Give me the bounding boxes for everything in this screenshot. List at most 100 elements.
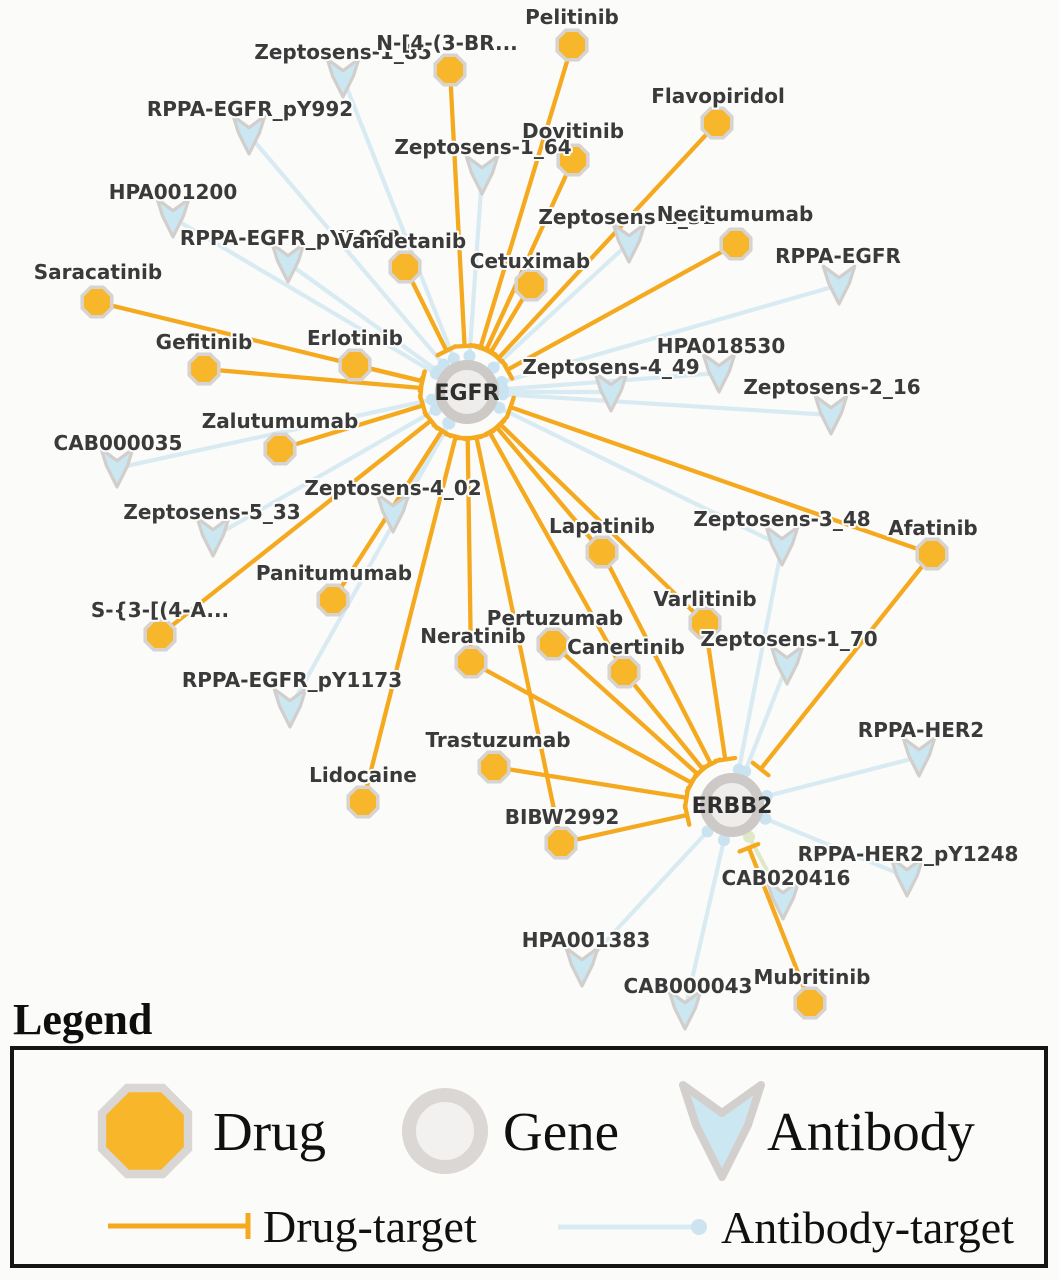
antibody-node-hpa001200 bbox=[155, 197, 191, 239]
antibody-label-hpa018530: HPA018530 bbox=[657, 334, 786, 358]
drug-label-necitumumab: Necitumumab bbox=[657, 202, 814, 226]
antibody-label-rppa-egfr-py1173: RPPA-EGFR_pY1173 bbox=[182, 668, 402, 692]
drug-label-n-4-3-br: N-[4-(3-BR... bbox=[376, 31, 518, 55]
gene-label-egfr: EGFR bbox=[434, 381, 499, 406]
nodes-layer bbox=[80, 28, 949, 1031]
drug-node-dovitinib bbox=[556, 143, 590, 177]
labels-layer: Zeptosens-1_85 RPPA-EGFR_pY992 HPA001200 RP… bbox=[32, 3, 1021, 1000]
drug-label-mubritinib: Mubritinib bbox=[753, 965, 870, 989]
drug-label-flavopiridol: Flavopiridol bbox=[651, 84, 785, 108]
antibody-node-cab020416 bbox=[765, 879, 801, 921]
antibody-node-hpa001383 bbox=[564, 946, 600, 988]
legend-antibody-label: Antibody bbox=[767, 1101, 975, 1162]
antibody-label-zeptosens-2-16: Zeptosens-2_16 bbox=[743, 375, 920, 399]
antibody-node-cab000035 bbox=[99, 447, 135, 489]
drug-label-vandetanib: Vandetanib bbox=[338, 229, 466, 253]
drug-target-edge-pertuzumab bbox=[551, 642, 707, 784]
antibody-target-edge-zeptosens-3-48 bbox=[493, 401, 783, 548]
drug-node-necitumumab bbox=[719, 227, 753, 261]
gene-symbol bbox=[402, 1088, 488, 1174]
antibody-node-zeptosens-4-49 bbox=[593, 371, 629, 413]
drug-label-varlitinib: Varlitinib bbox=[653, 587, 756, 611]
antibody-label-rppa-egfr-py1068: RPPA-EGFR_pY1068 bbox=[180, 226, 400, 250]
antibody-label-rppa-egfr-py992: RPPA-EGFR_pY992 bbox=[147, 97, 353, 121]
drug-label-neratinib: Neratinib bbox=[420, 624, 526, 648]
drug-label-gefitinib: Gefitinib bbox=[156, 330, 253, 354]
antibody-node-rppa-her2 bbox=[901, 736, 937, 778]
drug-label-lidocaine: Lidocaine bbox=[309, 763, 417, 787]
legend: Legend Drug Gene Antibody Drug-target bbox=[10, 995, 1048, 1268]
drug-node-saracatinib bbox=[80, 285, 114, 319]
antibody-node-rppa-her2-py1248 bbox=[889, 856, 925, 898]
antibody-label-rppa-her2: RPPA-HER2 bbox=[858, 718, 984, 742]
drug-target-edge-n-4-3-br bbox=[447, 69, 477, 349]
drug-label-panitumumab: Panitumumab bbox=[256, 561, 412, 585]
drug-node-vandetanib bbox=[388, 250, 422, 284]
antibody-label-zeptosens-3-48: Zeptosens-3_48 bbox=[693, 507, 870, 531]
drug-target-edge-s-3-4-a bbox=[158, 410, 440, 637]
antibody-label-cab000035: CAB000035 bbox=[54, 431, 183, 455]
drug-target-edge-trastuzumab bbox=[493, 764, 691, 810]
drug-node-bibw2992 bbox=[544, 826, 578, 860]
drug-target-line bbox=[108, 1213, 251, 1239]
antibody-node-hpa018530 bbox=[701, 352, 737, 394]
gene-node-egfr bbox=[435, 360, 499, 424]
drug-target-edge-varlitinib bbox=[702, 622, 738, 764]
antibody-label-zeptosens-5-33: Zeptosens-5_33 bbox=[123, 500, 300, 524]
drug-symbol bbox=[97, 1083, 193, 1179]
antibody-node-zeptosens-1-70 bbox=[769, 644, 805, 686]
drug-node-pelitinib bbox=[555, 28, 589, 62]
antibody-node-zeptosens-3-48 bbox=[764, 525, 800, 567]
drug-node-s-3-4-a bbox=[143, 618, 177, 652]
drug-label-pelitinib: Pelitinib bbox=[525, 5, 619, 29]
antibody-target-edge-rppa-her2 bbox=[760, 754, 920, 803]
drug-node-n-4-3-br bbox=[433, 53, 467, 87]
antibody-label-zeptosens-1-85: Zeptosens-1_85 bbox=[254, 40, 431, 64]
legend-drug-label: Drug bbox=[213, 1101, 326, 1162]
antibody-node-rppa-egfr-py992 bbox=[231, 114, 267, 156]
drug-target-edge-afatinib bbox=[504, 395, 933, 557]
antibody-node-zeptosens-2-16 bbox=[813, 394, 849, 436]
legend-drug-target-label: Drug-target bbox=[263, 1201, 477, 1252]
antibody-node-zeptosens-4-02 bbox=[375, 492, 411, 534]
antibody-target-edge-zeptosens-1-64 bbox=[463, 174, 485, 363]
antibody-symbol bbox=[679, 1081, 765, 1181]
drug-label-dovitinib: Dovitinib bbox=[522, 119, 624, 143]
drug-node-zalutumumab bbox=[263, 432, 297, 466]
drug-label-saracatinib: Saracatinib bbox=[34, 260, 162, 284]
drug-node-flavopiridol bbox=[700, 106, 734, 140]
drug-target-edge-necitumumab bbox=[500, 242, 738, 381]
drug-node-lidocaine bbox=[346, 785, 380, 819]
antibody-target-edge-cab000043 bbox=[682, 834, 730, 1011]
drug-target-edge-afatinib bbox=[750, 552, 934, 778]
antibody-label-hpa001200: HPA001200 bbox=[109, 180, 238, 204]
drug-node-cetuximab bbox=[514, 268, 548, 302]
drug-node-erlotinib bbox=[338, 348, 372, 382]
drug-node-afatinib bbox=[915, 537, 949, 571]
legend-title: Legend bbox=[13, 995, 152, 1044]
drug-node-panitumumab bbox=[316, 583, 350, 617]
drug-label-trastuzumab: Trastuzumab bbox=[425, 728, 570, 752]
antibody-node-cab000043 bbox=[667, 989, 703, 1031]
legend-antibody-target-label: Antibody-target bbox=[721, 1202, 1014, 1253]
drug-node-lapatinib bbox=[585, 535, 619, 569]
drug-node-neratinib bbox=[454, 645, 488, 679]
antibody-label-zeptosens-1-64: Zeptosens-1_64 bbox=[394, 135, 571, 159]
antibody-node-zeptosens-5-33 bbox=[195, 516, 231, 558]
antibody-label-zeptosens-1-70: Zeptosens-1_70 bbox=[700, 627, 877, 651]
antibody-node-rppa-egfr-py1173 bbox=[272, 687, 308, 729]
antibody-node-zeptosens-1-64 bbox=[464, 154, 500, 196]
drug-node-mubritinib bbox=[793, 986, 827, 1020]
drug-label-pertuzumab: Pertuzumab bbox=[487, 606, 623, 630]
antibody-label-zeptosens-4-02: Zeptosens-4_02 bbox=[304, 476, 481, 500]
antibody-target-edge-zeptosens-1-85 bbox=[341, 77, 460, 365]
antibody-target-edge-rppa-her2-py1248 bbox=[759, 812, 908, 879]
gene-node-erbb2 bbox=[700, 773, 764, 837]
drug-target-edge-canertinib bbox=[622, 670, 713, 778]
drug-node-trastuzumab bbox=[477, 750, 511, 784]
drug-label-cetuximab: Cetuximab bbox=[470, 249, 590, 273]
gene-label-erbb2: ERBB2 bbox=[692, 794, 773, 819]
drug-node-canertinib bbox=[607, 655, 641, 689]
drug-label-canertinib: Canertinib bbox=[567, 635, 685, 659]
drug-label-afatinib: Afatinib bbox=[888, 516, 978, 540]
